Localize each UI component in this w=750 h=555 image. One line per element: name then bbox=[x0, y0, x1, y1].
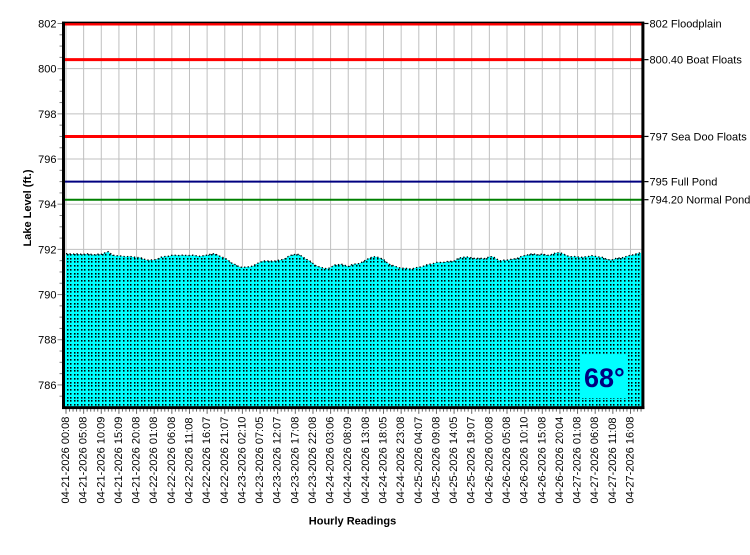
svg-text:04-26-2026 15:08: 04-26-2026 15:08 bbox=[536, 417, 548, 504]
svg-text:04-21-2026 10:09: 04-21-2026 10:09 bbox=[95, 417, 107, 504]
svg-text:04-21-2026 15:09: 04-21-2026 15:09 bbox=[113, 417, 125, 504]
svg-text:Lake Level (ft.): Lake Level (ft.) bbox=[22, 169, 34, 246]
svg-text:04-25-2026 19:07: 04-25-2026 19:07 bbox=[466, 417, 478, 504]
svg-text:790: 790 bbox=[38, 290, 56, 302]
svg-text:04-24-2026 23:08: 04-24-2026 23:08 bbox=[395, 417, 407, 504]
svg-text:04-22-2026 01:08: 04-22-2026 01:08 bbox=[148, 417, 160, 504]
svg-text:04-21-2026 20:08: 04-21-2026 20:08 bbox=[131, 417, 143, 504]
svg-text:04-24-2026 18:05: 04-24-2026 18:05 bbox=[378, 417, 390, 504]
svg-text:04-24-2026 13:08: 04-24-2026 13:08 bbox=[360, 417, 372, 504]
svg-text:800: 800 bbox=[38, 64, 56, 76]
svg-text:04-23-2026 12:07: 04-23-2026 12:07 bbox=[272, 417, 284, 504]
svg-text:04-23-2026 17:08: 04-23-2026 17:08 bbox=[289, 417, 301, 504]
svg-text:04-26-2026 20:04: 04-26-2026 20:04 bbox=[554, 417, 566, 504]
svg-text:04-22-2026 06:08: 04-22-2026 06:08 bbox=[166, 417, 178, 504]
svg-text:794: 794 bbox=[38, 199, 56, 211]
svg-text:04-27-2026 01:08: 04-27-2026 01:08 bbox=[572, 417, 584, 504]
svg-text:04-21-2026 05:08: 04-21-2026 05:08 bbox=[78, 417, 90, 504]
svg-text:04-27-2026 16:08: 04-27-2026 16:08 bbox=[624, 417, 636, 504]
svg-text:802 Floodplain: 802 Floodplain bbox=[650, 19, 722, 31]
svg-text:04-23-2026 22:08: 04-23-2026 22:08 bbox=[307, 417, 319, 504]
svg-text:800.40 Boat Floats: 800.40 Boat Floats bbox=[650, 55, 743, 67]
svg-text:04-25-2026 04:07: 04-25-2026 04:07 bbox=[413, 417, 425, 504]
svg-text:792: 792 bbox=[38, 244, 56, 256]
svg-text:794.20 Normal Pond: 794.20 Normal Pond bbox=[650, 195, 750, 207]
svg-text:04-23-2026 07:05: 04-23-2026 07:05 bbox=[254, 417, 266, 504]
svg-text:04-22-2026 21:07: 04-22-2026 21:07 bbox=[219, 417, 231, 504]
svg-text:04-26-2026 00:08: 04-26-2026 00:08 bbox=[483, 417, 495, 504]
svg-text:802: 802 bbox=[38, 19, 56, 31]
svg-text:788: 788 bbox=[38, 335, 56, 347]
svg-text:04-26-2026 05:08: 04-26-2026 05:08 bbox=[501, 417, 513, 504]
svg-text:04-27-2026 06:08: 04-27-2026 06:08 bbox=[589, 417, 601, 504]
svg-text:795 Full Pond: 795 Full Pond bbox=[650, 177, 718, 189]
svg-text:04-26-2026 10:10: 04-26-2026 10:10 bbox=[519, 417, 531, 504]
svg-text:796: 796 bbox=[38, 154, 56, 166]
svg-text:68°: 68° bbox=[584, 363, 625, 393]
svg-text:798: 798 bbox=[38, 109, 56, 121]
svg-text:04-24-2026 03:06: 04-24-2026 03:06 bbox=[325, 417, 337, 504]
svg-text:797 Sea Doo Floats: 797 Sea Doo Floats bbox=[650, 131, 748, 143]
svg-text:04-25-2026 09:08: 04-25-2026 09:08 bbox=[430, 417, 442, 504]
svg-text:04-25-2026 14:05: 04-25-2026 14:05 bbox=[448, 417, 460, 504]
svg-text:04-23-2026 02:10: 04-23-2026 02:10 bbox=[236, 417, 248, 504]
svg-text:786: 786 bbox=[38, 380, 56, 392]
svg-text:04-21-2026 00:08: 04-21-2026 00:08 bbox=[60, 417, 72, 504]
svg-text:04-27-2026 11:08: 04-27-2026 11:08 bbox=[607, 417, 619, 503]
svg-text:04-22-2026 11:08: 04-22-2026 11:08 bbox=[183, 417, 195, 503]
svg-text:04-22-2026 16:07: 04-22-2026 16:07 bbox=[201, 417, 213, 504]
svg-text:Hourly Readings: Hourly Readings bbox=[309, 516, 396, 528]
svg-text:04-24-2026 08:09: 04-24-2026 08:09 bbox=[342, 417, 354, 504]
